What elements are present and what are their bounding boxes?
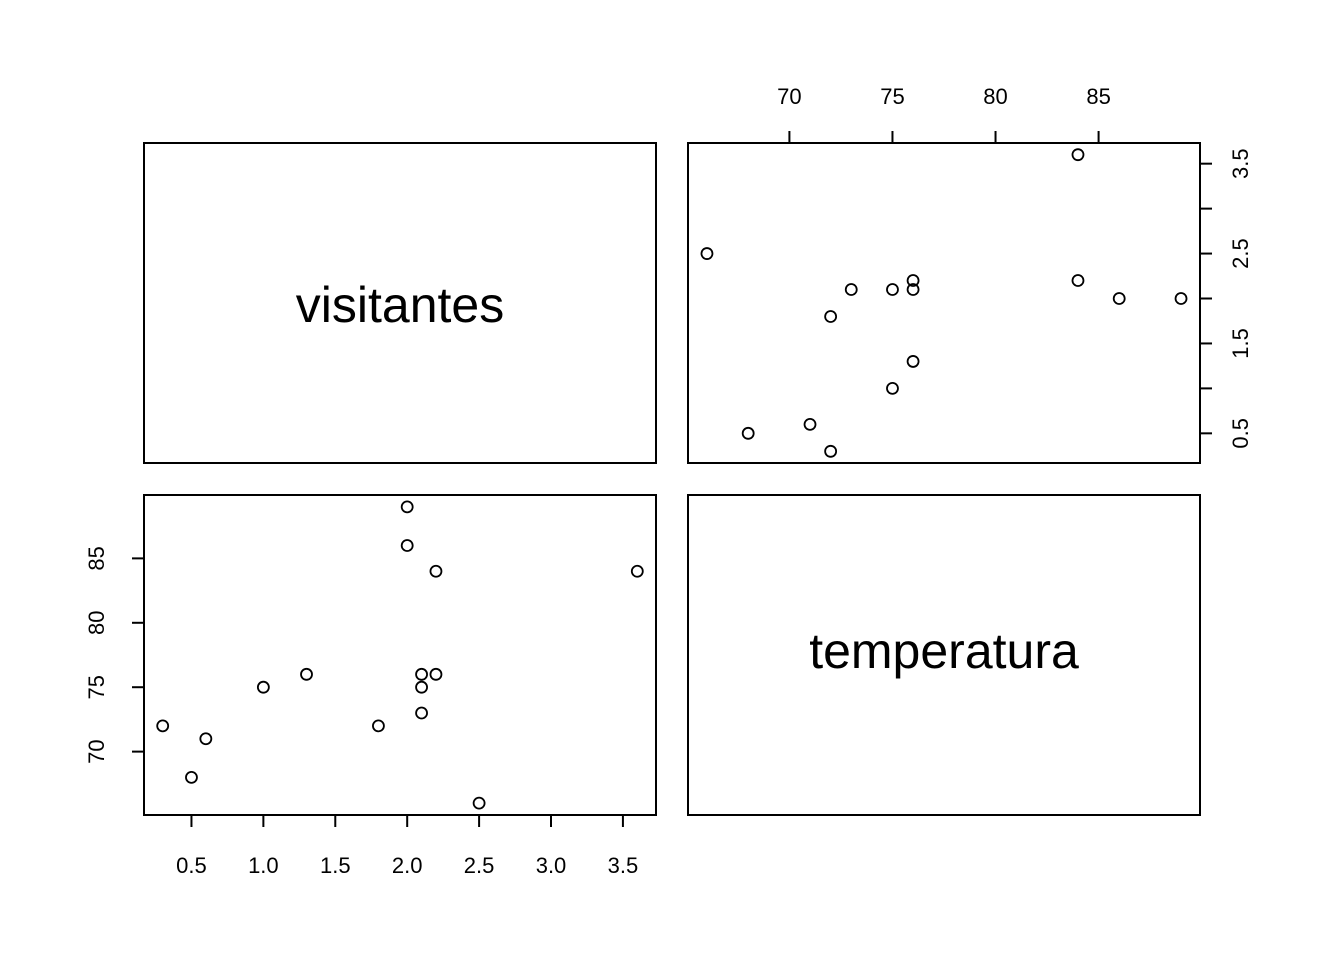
data-point: [741, 426, 755, 440]
panel-visitantes-label: [143, 142, 657, 464]
data-point: [1174, 292, 1188, 305]
data-point: [824, 310, 838, 323]
data-point: [256, 680, 270, 694]
data-point: [372, 719, 385, 733]
tick-label-top: 70: [777, 84, 801, 109]
tick-label-bottom: 3.0: [536, 853, 567, 878]
tick-label-bottom: 2.5: [464, 853, 495, 878]
data-point: [630, 564, 644, 578]
data-point: [906, 283, 920, 296]
data-point: [415, 667, 428, 681]
tick-label-left: 75: [84, 675, 109, 699]
data-point: [906, 274, 920, 287]
data-point: [185, 770, 198, 784]
axis-bottom-visitantes: 0.5 1.0 1.5 2.0 2.5 3.0 3.5: [176, 814, 639, 878]
data-point: [1071, 148, 1085, 162]
data-point: [803, 417, 817, 431]
data-point: [429, 667, 443, 681]
data-point: [472, 796, 486, 810]
data-point: [429, 564, 443, 578]
variable-label-visitantes: visitantes: [296, 277, 504, 333]
axis-left-temperatura: 70 75 80 85: [84, 546, 145, 764]
tick-label-right: 3.5: [1228, 148, 1253, 179]
data-point: [844, 283, 858, 296]
tick-label-left: 80: [84, 611, 109, 635]
data-point: [700, 247, 714, 260]
data-point: [1071, 274, 1085, 287]
tick-label-bottom: 1.0: [248, 853, 279, 878]
data-point: [906, 355, 920, 368]
data-point: [886, 283, 899, 296]
data-point: [824, 444, 838, 458]
panel-temperatura-label: [687, 494, 1201, 816]
tick-label-bottom: 0.5: [176, 853, 207, 878]
tick-label-bottom: 2.0: [392, 853, 423, 878]
tick-label-top: 75: [880, 84, 904, 109]
data-point: [199, 732, 213, 746]
variable-label-temperatura: temperatura: [809, 623, 1079, 679]
data-point: [400, 500, 414, 514]
points-visitantes-vs-temperatura: [156, 500, 644, 810]
tick-label-top: 80: [983, 84, 1007, 109]
tick-label-left: 70: [84, 739, 109, 763]
axis-right-visitantes: 0.5 1.5 2.5 3.5: [1199, 148, 1253, 449]
tick-label-left: 85: [84, 546, 109, 570]
data-point: [300, 667, 313, 681]
tick-label-right: 1.5: [1228, 328, 1253, 359]
tick-label-right: 2.5: [1228, 238, 1253, 269]
tick-label-bottom: 1.5: [320, 853, 351, 878]
data-point: [886, 381, 899, 395]
tick-label-right: 0.5: [1228, 418, 1253, 449]
data-point: [1112, 292, 1126, 305]
tick-label-bottom: 3.5: [608, 853, 639, 878]
tick-label-top: 85: [1086, 84, 1110, 109]
data-point: [400, 539, 414, 552]
data-point: [415, 680, 428, 694]
data-point: [415, 706, 428, 720]
data-point: [156, 719, 170, 733]
points-temperatura-vs-visitantes: [700, 148, 1188, 458]
axis-top-temperatura: 70 75 80 85: [777, 84, 1111, 144]
